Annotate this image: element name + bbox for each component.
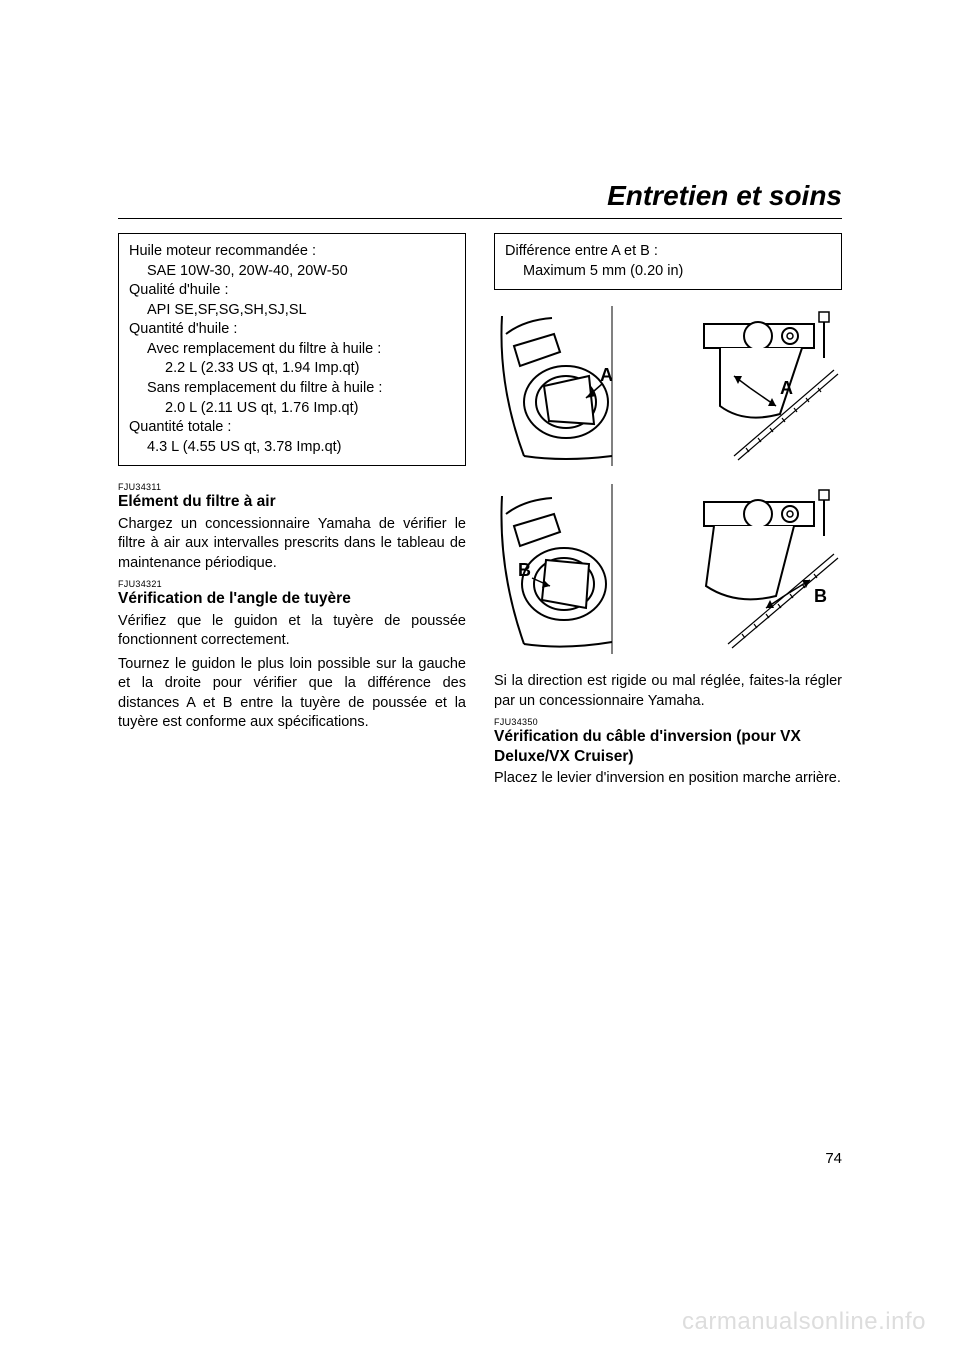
nozzle-diagram-b-right: B [684,484,842,654]
ref-code: FJU34350 [494,717,842,727]
ref-code: FJU34311 [118,482,466,492]
nozzle-diagram-a-right: A [684,306,842,466]
body-text: Tournez le guidon le plus loin possible … [118,655,466,733]
diagram-label-b: B [814,586,827,606]
spec-line: SAE 10W-30, 20W-40, 20W-50 [129,262,455,282]
spec-line: 2.2 L (2.33 US qt, 1.94 Imp.qt) [129,359,455,379]
diagram-row-b: B [494,484,842,654]
diagram-label-a: A [780,378,793,398]
body-text: Vérifiez que le guidon et la tuyère de p… [118,612,466,651]
diagram-block: A [494,306,842,654]
spec-line: Qualité d'huile : [129,281,455,301]
ref-code: FJU34321 [118,579,466,589]
spec-line: Avec remplacement du filtre à huile : [129,340,455,360]
body-text: Placez le levier d'inversion en position… [494,769,842,789]
spec-line: API SE,SF,SG,SH,SJ,SL [129,301,455,321]
spec-line: 4.3 L (4.55 US qt, 3.78 Imp.qt) [129,438,455,458]
watermark: carmanualsonline.info [682,1308,926,1336]
right-column: Différence entre A et B : Maximum 5 mm (… [494,233,842,793]
diagram-label-a: A [600,365,613,385]
body-text: Chargez un concessionnaire Yamaha de vér… [118,515,466,574]
spec-line: Quantité d'huile : [129,320,455,340]
page-title: Entretien et soins [118,180,842,212]
distance-spec-box: Différence entre A et B : Maximum 5 mm (… [494,233,842,290]
oil-spec-box: Huile moteur recommandée : SAE 10W-30, 2… [118,233,466,466]
content-columns: Huile moteur recommandée : SAE 10W-30, 2… [118,233,842,793]
body-text: Si la direction est rigide ou mal réglée… [494,672,842,711]
nozzle-diagram-a-left: A [494,306,672,466]
page-header: Entretien et soins [118,180,842,219]
diagram-row-a: A [494,306,842,466]
section-heading-air-filter: Elément du filtre à air [118,492,466,511]
page-number: 74 [825,1150,842,1167]
nozzle-diagram-b-left: B [494,484,672,654]
spec-line: Maximum 5 mm (0.20 in) [505,262,831,282]
left-column: Huile moteur recommandée : SAE 10W-30, 2… [118,233,466,793]
spec-line: 2.0 L (2.11 US qt, 1.76 Imp.qt) [129,399,455,419]
spec-line: Sans remplacement du filtre à huile : [129,379,455,399]
spec-line: Différence entre A et B : [505,242,831,262]
section-heading-reverse-cable: Vérification du câble d'inversion (pour … [494,727,842,766]
section-heading-nozzle-angle: Vérification de l'angle de tuyère [118,589,466,608]
diagram-label-b: B [518,560,531,580]
spec-line: Huile moteur recommandée : [129,242,455,262]
spec-line: Quantité totale : [129,418,455,438]
